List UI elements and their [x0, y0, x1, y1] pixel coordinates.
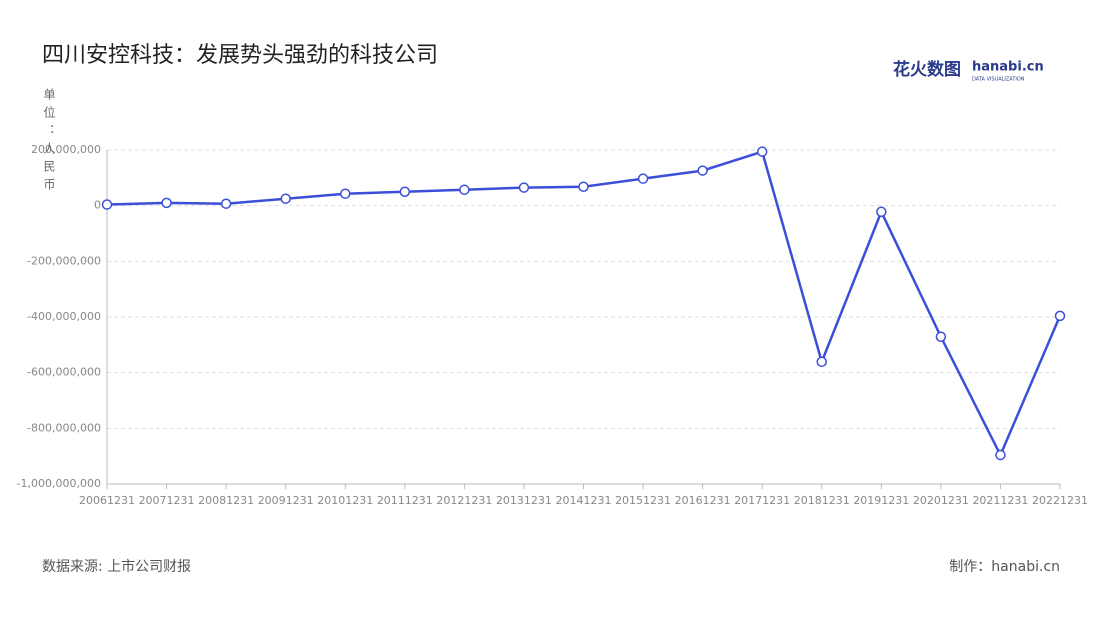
- point: [816, 356, 827, 368]
- x-tick-label: 20061231: [79, 494, 135, 507]
- logo: 花火数图: [893, 59, 961, 80]
- logo-sub: DATA VISUALIZATION: [972, 77, 1025, 83]
- unit-label: 单位：人民币: [42, 88, 56, 196]
- source: 数据来源: 上市公司财报: [42, 558, 191, 575]
- x-tick-label: 20181231: [794, 494, 850, 507]
- x-tick-label: 20191231: [853, 494, 909, 507]
- point: [280, 193, 291, 204]
- point: [459, 184, 470, 196]
- y-tick-label: 200,000,000: [31, 143, 101, 156]
- y-tick-label: -800,000,000: [27, 421, 101, 434]
- x-tick-label: 20221231: [1032, 494, 1088, 507]
- line: [106, 150, 1062, 459]
- point: [876, 206, 887, 218]
- y-tick-label: -400,000,000: [27, 310, 101, 323]
- chart-title: 四川安控科技：发展势头强劲的科技公司: [42, 43, 438, 68]
- point: [697, 165, 708, 176]
- x-tick-label: 20111231: [377, 494, 433, 507]
- x-tick-label: 20151231: [615, 494, 671, 507]
- x-tick-label: 20211231: [972, 494, 1028, 507]
- point: [1054, 310, 1066, 322]
- y-tick-label: -1,000,000,000: [17, 477, 101, 490]
- x-tick-label: 20161231: [675, 494, 731, 507]
- x-tick-label: 20121231: [436, 494, 492, 507]
- point: [220, 198, 232, 209]
- point: [935, 331, 947, 343]
- logo-domain: hanabi.cn: [972, 60, 1044, 75]
- x-tick-label: 20201231: [913, 494, 969, 507]
- y-tick-label: -200,000,000: [27, 254, 101, 267]
- x-tick-label: 20171231: [734, 494, 790, 507]
- point: [340, 188, 351, 199]
- point: [756, 146, 768, 157]
- y-tick-label: 0: [94, 199, 101, 212]
- x-tick-label: 20101231: [317, 494, 373, 507]
- point: [995, 449, 1006, 461]
- point: [518, 182, 530, 193]
- point: [578, 181, 589, 192]
- x-tick-label: 20131231: [496, 494, 552, 507]
- x-tick-label: 20091231: [258, 494, 314, 507]
- point: [161, 197, 172, 209]
- x-tick-label: 20071231: [139, 494, 195, 507]
- point: [101, 199, 113, 210]
- point: [637, 173, 649, 184]
- x-tick-label: 20081231: [198, 494, 254, 507]
- y-tick-label: -600,000,000: [27, 366, 101, 379]
- x-tick-label: 20141231: [556, 494, 612, 507]
- credit: 制作：hanabi.cn: [949, 559, 1060, 575]
- point: [399, 186, 411, 197]
